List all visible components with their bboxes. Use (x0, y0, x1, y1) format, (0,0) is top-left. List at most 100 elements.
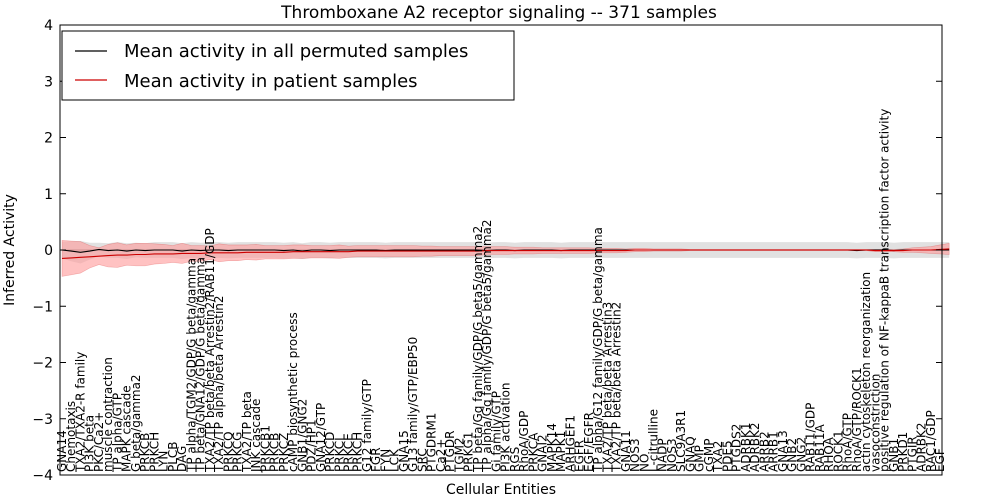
x-tick-label: PLCB (166, 441, 180, 472)
x-tick-label: SRC (415, 448, 429, 472)
x-tick-label: NOS3 (665, 438, 679, 472)
y-tick-label: −3 (32, 412, 53, 428)
x-tick-label: ARHGEF1 (563, 415, 577, 472)
x-tick-label: RAB11/GDP (804, 403, 818, 472)
x-tick-label: GNA14 (55, 430, 69, 472)
x-tick-label: RhoA/GDP (517, 411, 531, 472)
x-tick-label: PRKCB1 (258, 425, 272, 472)
x-tick-label: G beta/gamma2 (129, 374, 143, 472)
x-tick-label: G12 family/GTP (360, 379, 374, 472)
x-tick-label: TXA2/TP beta/beta Arrestin2 (610, 302, 624, 473)
y-tick-label: −4 (32, 468, 53, 484)
x-tick-label: TP beta/GNA12/GDP/G beta/gamma (194, 257, 208, 473)
x-tick-label: Gi family/GTP (489, 391, 503, 472)
x-tick-label: Chemotaxis (64, 401, 78, 472)
x-tick-label: EGF (933, 448, 947, 472)
x-tick-label: L-citrulline (647, 409, 661, 472)
x-tick-label: LCK (388, 448, 402, 472)
y-axis-label: Inferred Activity (2, 194, 18, 306)
x-tick-label: muscle contraction (101, 357, 115, 472)
x-tick-label: G13 family/GTP/EBP50 (406, 337, 420, 472)
series-line-patient (61, 248, 950, 259)
x-tick-label: ADRBK2 (915, 422, 929, 472)
x-tick-label: PI3K beta (83, 415, 97, 472)
x-tick-label: TXA2/TP beta (240, 391, 254, 473)
x-tick-label: RhoA/GTP (841, 413, 855, 472)
x-tick-label: PRKCD (323, 432, 337, 472)
x-tick-label: TP alpha/TGM2/GDP/G beta/gamma (184, 258, 198, 473)
x-tick-label: GNB1/GNG2 (295, 399, 309, 472)
x-tick-label: RAB11A (813, 423, 827, 472)
y-tick-label: 3 (44, 74, 53, 90)
x-tick-label: positive regulation of NF-kappaB transcr… (878, 109, 892, 472)
x-tick-label: GNG2 (794, 437, 808, 472)
x-tick-label: FGR (369, 447, 383, 472)
x-tick-label: FYN (379, 449, 393, 472)
y-tick-label: 4 (44, 18, 53, 34)
x-tick-label: PRKCI (332, 437, 346, 472)
y-tick-label: 2 (44, 131, 53, 147)
x-tick-label: MAPK cascade (120, 385, 134, 472)
x-tick-label: EGFR (573, 440, 587, 472)
x-tick-label: actin cytoskeleton reorganization (859, 272, 873, 472)
legend-box (61, 30, 515, 101)
x-tick-label: PRKD1 (896, 432, 910, 472)
x-axis-label: Cellular Entities (446, 482, 556, 498)
x-tick-label: TXA2/TP beta/beta Arrestin2/RAB11/GDP (203, 228, 217, 473)
plot-area (60, 240, 950, 277)
x-tick-label: ARRB1 (767, 431, 781, 472)
x-tick-label: RAC1/GDP (924, 410, 938, 472)
x-tick-label: PRKCB (268, 433, 282, 472)
x-tick-label: PRKG1 (462, 432, 476, 472)
x-tick-label: PRKCH (147, 432, 161, 472)
y-tick-label: −1 (32, 299, 53, 315)
x-tick-label: MAPK14 (545, 423, 559, 472)
x-tick-label: ARRB2 (757, 431, 771, 472)
x-tick-label: MAPK1 (554, 431, 568, 472)
x-tick-label: NADP (656, 438, 670, 472)
x-tick-label: PRKCQ (221, 431, 235, 472)
x-tick-label: PKC/Ca2+ (92, 412, 106, 472)
x-tick-label: GNAQ (684, 436, 698, 472)
x-tick-label: LYN (157, 451, 171, 472)
x-tick-label: ADRBK1 (739, 422, 753, 472)
x-tick-label: PTGDRM1 (425, 413, 439, 472)
x-tick-label: SLC9A3R1 (674, 410, 688, 472)
x-tick-label: RHOA (822, 436, 836, 472)
x-tick-label: DAG (175, 446, 189, 472)
x-tick-label: PTGDR (443, 431, 457, 472)
x-tick-label: GMP (693, 445, 707, 472)
x-tick-label: PRKCZ (277, 433, 291, 472)
legend: Mean activity in all permuted samples Me… (61, 30, 515, 101)
x-tick-label: TXA2/TXA2-R family (74, 352, 88, 473)
x-tick-label: PDZ/HP1 (305, 419, 319, 472)
x-tick-label: NOS3 (628, 438, 642, 472)
x-tick-label: PTGIR (905, 436, 919, 472)
band-patient (61, 240, 950, 277)
x-tick-label: TP alpha/GTP (111, 393, 125, 473)
x-tick-label: GNB1 (887, 438, 901, 472)
x-tick-label: GNA12/GTP (314, 403, 328, 472)
x-tick-label: vasoconstriction (868, 374, 882, 472)
y-tick-label: 1 (44, 187, 53, 203)
x-tick-label: GNAI2 (536, 434, 550, 472)
x-tick-label: PTGDS2 (730, 424, 744, 472)
x-tick-label: GNB2 (785, 438, 799, 472)
legend-label-permuted: Mean activity in all permuted samples (124, 41, 468, 62)
x-tick-label: PI3K activation (499, 382, 513, 472)
x-tick-label: JNK cascade (249, 399, 263, 473)
x-tick-label: PDE5 (720, 440, 734, 472)
x-tick-label: GNA15 (397, 430, 411, 472)
y-tick-label: −2 (32, 356, 53, 372)
x-tick-label: PRKCH (351, 432, 365, 472)
x-tick-label: Ca2+ (434, 439, 448, 472)
x-tick-label: cGMP (702, 439, 716, 473)
legend-label-patient: Mean activity in patient samples (124, 71, 418, 92)
x-tick-label: ADRBK2 (748, 422, 762, 472)
x-tick-label: RhoA/GTP/ROCK1 (850, 367, 864, 472)
x-tick-label: PRKCB (138, 433, 152, 472)
x-tick-label: PRKCA (526, 432, 540, 472)
x-tick-label: GNA11 (619, 430, 633, 472)
